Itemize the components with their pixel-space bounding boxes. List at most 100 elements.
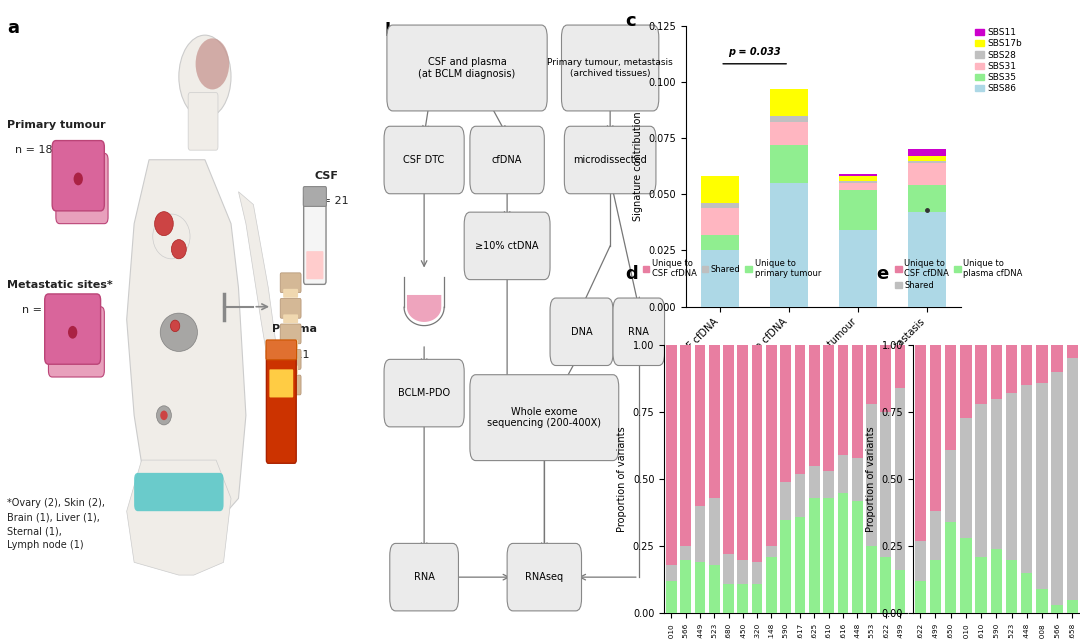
Bar [945, 522, 957, 613]
Bar [852, 345, 863, 458]
Bar [752, 345, 762, 562]
Bar [839, 176, 877, 181]
Bar [915, 345, 926, 541]
Bar [915, 541, 926, 581]
Y-axis label: Signature contribution: Signature contribution [633, 111, 643, 221]
Ellipse shape [157, 406, 172, 425]
Bar [908, 156, 946, 160]
Bar [770, 122, 808, 145]
Bar [701, 250, 739, 307]
Text: Plasma: Plasma [272, 324, 318, 334]
FancyBboxPatch shape [52, 141, 105, 211]
Bar [766, 557, 777, 613]
Bar [781, 345, 791, 482]
Bar [694, 562, 705, 613]
Text: microdissected: microdissected [573, 155, 647, 165]
Bar [1052, 372, 1063, 605]
Legend: Unique to
CSF cfDNA, Shared, Unique to
primary tumour: Unique to CSF cfDNA, Shared, Unique to p… [639, 256, 824, 281]
Bar [837, 455, 848, 493]
Legend: Unique to
CSF cfDNA, Shared, Unique to
plasma cfDNA: Unique to CSF cfDNA, Shared, Unique to p… [892, 256, 1026, 293]
Bar [839, 183, 877, 190]
Bar [701, 208, 739, 235]
Bar [701, 203, 739, 208]
Bar [666, 565, 677, 581]
Polygon shape [126, 460, 231, 575]
Bar [781, 520, 791, 613]
Bar [915, 581, 926, 613]
Bar [1052, 345, 1063, 372]
FancyBboxPatch shape [307, 251, 323, 279]
Bar [960, 417, 972, 538]
Bar [908, 163, 946, 185]
Bar [1005, 560, 1017, 613]
Bar [1067, 345, 1078, 358]
Bar [839, 190, 877, 230]
Text: CSF DTC: CSF DTC [404, 155, 445, 165]
Bar [837, 345, 848, 455]
FancyBboxPatch shape [49, 307, 105, 377]
Text: ≥10% ctDNA: ≥10% ctDNA [475, 241, 539, 251]
Bar [930, 511, 941, 560]
Ellipse shape [152, 214, 190, 259]
FancyBboxPatch shape [280, 375, 301, 395]
Bar [990, 549, 1002, 613]
Bar [680, 560, 691, 613]
Bar [795, 517, 806, 613]
Bar [724, 555, 734, 584]
Text: e: e [876, 265, 888, 282]
Y-axis label: Proportion of variants: Proportion of variants [618, 426, 627, 532]
FancyBboxPatch shape [387, 25, 548, 111]
Bar [908, 185, 946, 212]
FancyBboxPatch shape [562, 25, 659, 111]
Bar [1005, 394, 1017, 560]
Bar [866, 546, 877, 613]
Text: CSF: CSF [315, 171, 339, 181]
FancyBboxPatch shape [390, 543, 458, 611]
FancyBboxPatch shape [550, 298, 613, 366]
Polygon shape [239, 192, 283, 409]
Ellipse shape [195, 38, 229, 89]
Bar [708, 565, 719, 613]
FancyBboxPatch shape [283, 289, 298, 298]
FancyBboxPatch shape [188, 93, 218, 150]
FancyBboxPatch shape [283, 340, 298, 349]
Bar [990, 345, 1002, 399]
Bar [839, 174, 877, 176]
Bar [724, 345, 734, 555]
Text: n = 11: n = 11 [272, 350, 310, 360]
Bar [809, 498, 820, 613]
Bar [766, 546, 777, 557]
Bar [701, 235, 739, 250]
Bar [752, 562, 762, 584]
Bar [866, 345, 877, 404]
Text: n = 8: n = 8 [23, 305, 53, 315]
Bar [1021, 573, 1032, 613]
Text: RNA: RNA [414, 572, 434, 582]
Bar [694, 345, 705, 506]
Text: n = 21: n = 21 [311, 196, 349, 206]
FancyBboxPatch shape [56, 153, 108, 224]
Polygon shape [126, 160, 246, 530]
Bar [945, 450, 957, 522]
FancyBboxPatch shape [565, 127, 656, 194]
Bar [738, 560, 748, 584]
FancyBboxPatch shape [280, 273, 301, 293]
Bar [770, 183, 808, 307]
Bar [975, 345, 987, 404]
Text: *Ovary (2), Skin (2),
Brain (1), Liver (1),
Sternal (1),
Lymph node (1): *Ovary (2), Skin (2), Brain (1), Liver (… [8, 498, 106, 550]
Bar [708, 345, 719, 498]
Bar [960, 345, 972, 417]
Bar [823, 471, 834, 498]
Text: cfDNA: cfDNA [491, 155, 523, 165]
Bar [880, 412, 891, 557]
FancyBboxPatch shape [464, 212, 550, 280]
Ellipse shape [171, 320, 179, 332]
FancyBboxPatch shape [134, 473, 224, 511]
Bar [823, 498, 834, 613]
Bar [852, 458, 863, 501]
Text: Primary tumour: Primary tumour [8, 119, 106, 130]
Bar [1067, 358, 1078, 600]
FancyBboxPatch shape [280, 350, 301, 369]
Ellipse shape [179, 35, 231, 118]
Bar [908, 212, 946, 307]
